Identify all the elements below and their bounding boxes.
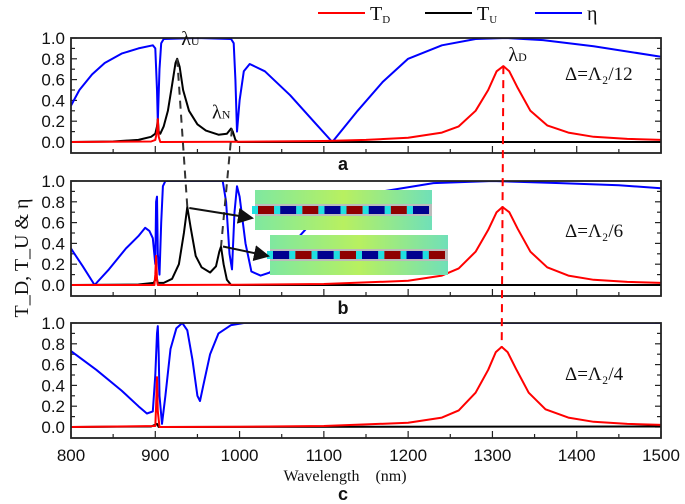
legend-label: η <box>587 3 597 25</box>
y-tick-label: 1.0 <box>41 29 65 48</box>
series-eta-line <box>71 323 661 425</box>
series-TD-line <box>71 65 661 143</box>
inset-field-node <box>267 251 273 259</box>
inset-field-lobe <box>412 206 429 214</box>
inset-field-lobe <box>346 206 363 214</box>
inset-field-lobe <box>368 206 385 214</box>
y-tick-label: 0.2 <box>41 255 65 274</box>
inset-field-lobe <box>317 251 334 259</box>
inset-field-lobe <box>302 206 319 214</box>
plot-frame <box>70 322 662 439</box>
guide-dashed-line <box>500 66 505 347</box>
inset-field-lobe <box>362 251 379 259</box>
guide-dashed-line <box>220 128 233 247</box>
y-tick-label: 0.4 <box>41 376 65 395</box>
y-tick-label: 0.6 <box>41 214 65 233</box>
inset-field-node <box>296 206 303 214</box>
y-tick-label: 0.8 <box>41 335 65 354</box>
y-tick-label: 0.0 <box>41 133 65 152</box>
panel-b: 0.0 0.2 0.40.6 0.8 1.0 Δ=Λ₂/6 b <box>41 172 662 318</box>
arrow-to-lower-inset <box>222 245 270 261</box>
inset-field-node <box>311 251 318 259</box>
lambda-D-label: λD <box>508 44 527 66</box>
inset-field-lobe <box>384 251 401 259</box>
x-tick-label: 900 <box>141 446 169 465</box>
y-axis-label: T_D, T_U & η <box>11 199 33 318</box>
x-tick-label: 1500 <box>642 446 680 465</box>
series-TD-line <box>71 206 661 286</box>
inset-field-lobe <box>390 206 407 214</box>
x-tick-label: 1200 <box>389 446 427 465</box>
x-tick-label: 1000 <box>221 446 259 465</box>
inset-field-node <box>384 206 391 214</box>
inset-field-lobe <box>258 206 275 214</box>
x-tick-label: 1400 <box>558 446 596 465</box>
legend-label: TU <box>477 3 497 26</box>
legend-label: TD <box>370 3 390 26</box>
x-tick-label: 1300 <box>474 446 512 465</box>
field-inset-upper <box>252 190 432 230</box>
y-tick-label: 1.0 <box>41 314 65 333</box>
inset-field-lobe <box>273 251 290 259</box>
inset-field-node <box>333 251 340 259</box>
legend-entry-TD: TD <box>318 3 390 26</box>
inset-field-node <box>274 206 281 214</box>
inset-field-lobe <box>280 206 297 214</box>
y-tick-label: 0.2 <box>41 112 65 131</box>
series-eta-line <box>71 38 661 143</box>
x-tick-label: 1100 <box>306 446 343 465</box>
y-tick-label: 0.8 <box>41 193 65 212</box>
y-tick-label: 0.2 <box>41 397 65 416</box>
condition-label: Δ=Λ₂/4 <box>565 364 624 385</box>
inset-field-node <box>340 206 347 214</box>
x-axis-label: Wavelength (nm) <box>283 468 406 485</box>
condition-label: Δ=Λ₂/12 <box>565 64 633 85</box>
inset-field-node <box>356 251 362 259</box>
y-tick-label: 0.4 <box>41 234 65 253</box>
inset-field-node <box>252 206 258 214</box>
y-tick-label: 1.0 <box>41 172 65 191</box>
series-TD-line <box>71 345 661 428</box>
inset-field-node <box>362 206 369 214</box>
guide-dashed-line <box>176 58 189 208</box>
y-tick-label: 0.8 <box>41 50 65 69</box>
arrow-to-upper-inset <box>189 207 254 224</box>
condition-label: Δ=Λ₂/6 <box>565 221 623 242</box>
legend-entry-eta: η <box>535 3 597 25</box>
inset-field-lobe <box>295 251 312 259</box>
plot-frame <box>70 180 662 297</box>
x-tick-label: 800 <box>57 446 85 465</box>
field-inset-lower <box>267 235 448 275</box>
inset-field-lobe <box>406 251 423 259</box>
lambda-U-label: λU <box>181 28 200 50</box>
panel-letter: c <box>338 484 348 504</box>
inset-field-node <box>289 251 296 259</box>
lambda-N-label: λN <box>212 101 231 123</box>
panel-letter: b <box>338 298 349 318</box>
plot-frame <box>70 37 662 154</box>
inset-field-lobe <box>339 251 356 259</box>
y-tick-label: 0.6 <box>41 356 65 375</box>
inset-field-lobe <box>324 206 341 214</box>
inset-field-node <box>378 251 385 259</box>
inset-field-node <box>422 251 429 259</box>
inset-field-node <box>400 251 407 259</box>
y-tick-label: 0.0 <box>41 418 65 437</box>
panel-a: 0.0 0.2 0.40.6 0.8 1.0 Δ=Λ₂/12 a λU λN λD <box>41 28 662 174</box>
panel-letter: a <box>338 154 349 174</box>
y-tick-label: 0.4 <box>41 91 65 110</box>
inset-field-lobe <box>428 251 445 259</box>
inset-field-node <box>406 206 413 214</box>
y-tick-label: 0.0 <box>41 276 65 295</box>
panel-c: 0.0 0.2 0.40.6 0.8 1.0 Δ=Λ₂/4 c <box>41 314 662 504</box>
inset-field-node <box>318 206 325 214</box>
y-tick-label: 0.6 <box>41 71 65 90</box>
legend-entry-TU: TU <box>425 3 497 26</box>
